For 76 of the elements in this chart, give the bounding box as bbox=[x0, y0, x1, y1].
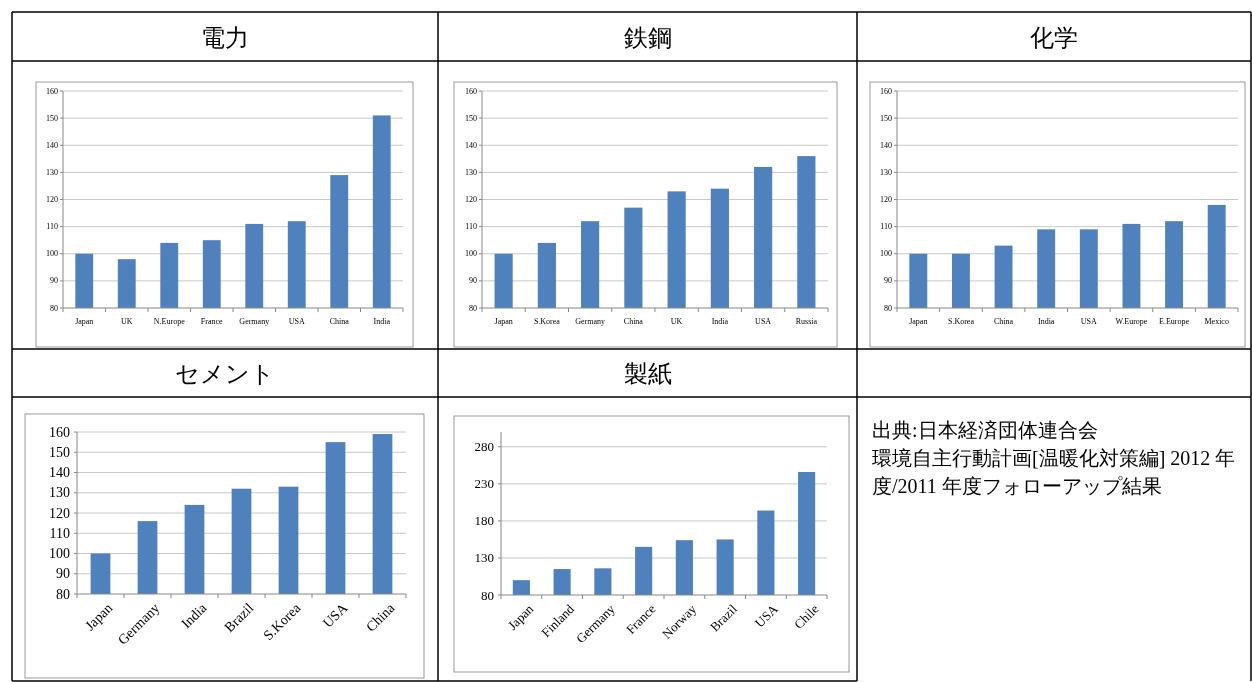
ytick: 90 bbox=[50, 276, 58, 286]
ytick: 110 bbox=[465, 222, 477, 232]
ytick: 120 bbox=[49, 505, 70, 521]
ytick: 120 bbox=[880, 195, 892, 204]
ytick: 80 bbox=[56, 586, 70, 602]
xtick: Japan bbox=[909, 316, 928, 326]
xtick: USA bbox=[755, 316, 772, 326]
xtick: Japan bbox=[75, 316, 94, 326]
ytick: 150 bbox=[880, 113, 892, 123]
ytick: 150 bbox=[49, 444, 70, 460]
ytick: 130 bbox=[46, 167, 58, 177]
ytick: 100 bbox=[46, 249, 58, 259]
xtick: Mexico bbox=[1204, 316, 1229, 326]
ytick: 180 bbox=[474, 513, 494, 529]
ytick: 160 bbox=[880, 86, 892, 96]
xtick: France bbox=[200, 316, 223, 326]
xtick: USA bbox=[751, 601, 781, 631]
ytick: 80 bbox=[469, 303, 477, 313]
ytick: 130 bbox=[465, 167, 477, 177]
ytick: 100 bbox=[49, 546, 70, 561]
ytick: 280 bbox=[474, 439, 494, 455]
ytick: 130 bbox=[49, 485, 70, 501]
xtick: Russia bbox=[795, 316, 818, 326]
xtick: India bbox=[373, 316, 390, 326]
xtick: China bbox=[329, 316, 349, 326]
xtick: UK bbox=[120, 316, 133, 326]
ytick: 80 bbox=[50, 303, 58, 313]
title: 製紙 bbox=[623, 361, 672, 387]
ytick: 150 bbox=[46, 113, 58, 123]
xtick: W.Europe bbox=[1115, 316, 1148, 326]
ytick: 150 bbox=[465, 113, 477, 123]
xtick: USA bbox=[320, 600, 351, 631]
ytick: 140 bbox=[880, 140, 892, 150]
ytick: 110 bbox=[46, 222, 58, 232]
xtick: USA bbox=[1080, 316, 1097, 326]
annotation: 出典:日本経済団体連合会 bbox=[872, 419, 1098, 441]
ytick: 90 bbox=[884, 276, 892, 286]
xtick: Chile bbox=[791, 601, 822, 632]
ytick: 120 bbox=[46, 195, 58, 204]
xtick: S.Korea bbox=[947, 316, 974, 326]
annotation: 環境自主行動計画[温暖化対策編] 2012 年 bbox=[872, 447, 1236, 469]
ytick: 120 bbox=[465, 195, 477, 204]
ytick: 90 bbox=[56, 566, 70, 582]
xtick: N.Europe bbox=[153, 316, 185, 326]
ytick: 80 bbox=[481, 587, 494, 603]
ytick: 160 bbox=[46, 86, 58, 96]
xtick: Japan bbox=[494, 316, 513, 326]
ytick: 100 bbox=[465, 249, 477, 259]
ytick: 90 bbox=[469, 276, 477, 286]
title: 鉄鋼 bbox=[623, 24, 672, 51]
title: 化学 bbox=[1030, 24, 1078, 51]
xtick: UK bbox=[670, 316, 683, 326]
ytick: 160 bbox=[465, 86, 477, 96]
ytick: 140 bbox=[465, 140, 477, 150]
title: セメント bbox=[175, 361, 275, 387]
ytick: 160 bbox=[49, 424, 70, 440]
ytick: 230 bbox=[474, 476, 494, 492]
xtick: Germany bbox=[575, 316, 605, 326]
xtick: China bbox=[623, 316, 643, 326]
ytick: 80 bbox=[884, 303, 892, 313]
ytick: 130 bbox=[880, 167, 892, 177]
ytick: 110 bbox=[49, 525, 70, 541]
xtick: India bbox=[711, 316, 729, 326]
xtick: USA bbox=[288, 316, 305, 326]
ytick: 130 bbox=[474, 550, 494, 566]
xtick: Germany bbox=[239, 316, 270, 326]
xtick: S.Korea bbox=[533, 316, 560, 326]
ytick: 110 bbox=[880, 222, 892, 232]
xtick: China bbox=[994, 316, 1014, 326]
ytick: 140 bbox=[49, 465, 70, 480]
xtick: E.Europe bbox=[1159, 316, 1190, 326]
xtick: India bbox=[1037, 316, 1055, 326]
title: 電力 bbox=[201, 24, 249, 51]
ytick: 140 bbox=[46, 140, 58, 150]
ytick: 100 bbox=[880, 249, 892, 259]
annotation: 度/2011 年度フォローアップ結果 bbox=[872, 475, 1162, 497]
